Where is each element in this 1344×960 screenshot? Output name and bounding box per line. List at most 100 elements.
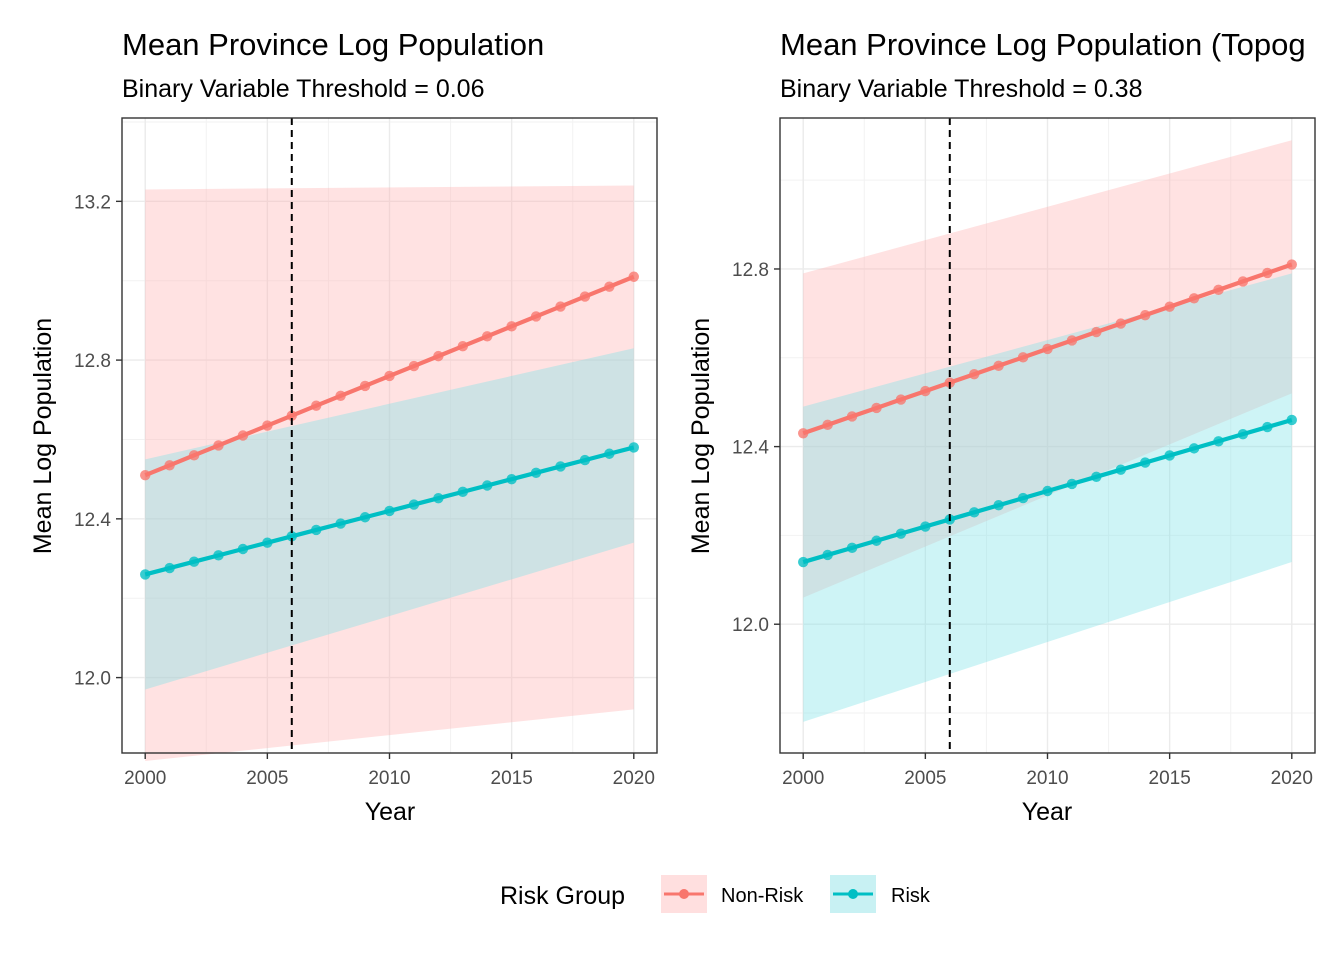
left-point-risk (555, 461, 566, 472)
legend-point-risk (848, 889, 858, 899)
left-point-non-risk (384, 370, 395, 382)
left-point-non-risk (140, 469, 151, 481)
right-point-risk (1213, 436, 1224, 447)
right-point-non-risk (1042, 343, 1053, 355)
right-band-non-risk (803, 140, 1292, 598)
left-point-risk (408, 499, 420, 510)
left-point-non-risk (604, 281, 615, 292)
right-panel: Mean Province Log Population (Topog Bina… (687, 27, 1316, 826)
legend-label-risk: Risk (891, 885, 931, 907)
left-point-risk (311, 524, 322, 536)
right-series-points (798, 259, 1297, 568)
left-point-non-risk (628, 271, 639, 282)
legend-item-non-risk: Non-Risk (661, 875, 804, 913)
right-point-risk (1115, 464, 1126, 475)
left-point-non-risk (335, 390, 346, 402)
left-point-risk (188, 556, 200, 567)
right-point-non-risk (871, 402, 882, 414)
right-point-risk (1164, 450, 1175, 461)
right-x-tick-label: 2000 (782, 768, 824, 789)
left-y-tick-label: 12.4 (74, 510, 111, 531)
left-point-non-risk (213, 440, 224, 451)
right-point-non-risk (993, 360, 1004, 371)
right-point-non-risk (1213, 284, 1224, 296)
left-point-non-risk (506, 321, 517, 332)
right-point-non-risk (920, 385, 931, 397)
left-y-tick-label: 13.2 (74, 192, 111, 213)
right-x-axis-title: Year (1022, 798, 1073, 826)
left-point-non-risk (555, 301, 566, 312)
right-point-non-risk (846, 411, 858, 422)
right-point-risk (798, 556, 809, 568)
right-point-non-risk (1237, 276, 1249, 287)
left-point-non-risk (188, 450, 200, 461)
left-point-risk (140, 569, 151, 580)
legend: Risk Group Non-Risk Risk (500, 875, 931, 913)
left-point-risk (433, 493, 444, 504)
legend-point-non-risk (679, 889, 689, 899)
left-x-tick-label: 2005 (246, 768, 288, 789)
right-point-risk (871, 535, 882, 546)
right-point-risk (1188, 443, 1200, 454)
legend-label-non-risk: Non-Risk (721, 885, 804, 907)
right-point-non-risk (1017, 352, 1029, 363)
right-point-risk (920, 521, 931, 532)
right-y-axis-title: Mean Log Population (687, 318, 715, 554)
right-point-risk (1017, 492, 1029, 504)
right-x-tick-label: 2005 (904, 768, 946, 789)
left-point-risk (530, 467, 542, 479)
left-confidence-bands (145, 185, 634, 761)
left-panel-title: Mean Province Log Population (122, 27, 544, 62)
right-point-risk (822, 549, 833, 561)
left-x-axis-title: Year (365, 798, 416, 826)
right-point-risk (1091, 471, 1102, 482)
left-x-tick-label: 2015 (491, 768, 533, 789)
right-point-risk (969, 507, 980, 518)
left-y-tick-label: 12.8 (74, 351, 111, 372)
right-point-non-risk (1164, 301, 1175, 312)
left-x-tick-label: 2000 (124, 768, 166, 789)
left-point-risk (384, 505, 395, 517)
right-point-risk (846, 542, 858, 554)
right-y-tick-label: 12.8 (732, 260, 769, 281)
right-point-non-risk (1188, 293, 1200, 304)
left-point-risk (457, 486, 468, 498)
left-x-tick-label: 2010 (368, 768, 410, 789)
right-y-tick-label: 12.4 (732, 438, 769, 459)
right-point-non-risk (1262, 267, 1273, 279)
right-point-risk (1262, 421, 1273, 433)
right-point-risk (1042, 485, 1053, 497)
left-y-axis-title: Mean Log Population (29, 318, 57, 554)
left-band-risk (145, 348, 634, 690)
left-point-risk (482, 480, 493, 491)
right-point-risk (1237, 428, 1249, 440)
left-point-non-risk (433, 350, 444, 362)
left-point-risk (262, 537, 273, 548)
right-major-grid (780, 118, 1315, 753)
right-x-tick-label: 2020 (1271, 768, 1313, 789)
left-y-tick-label: 12.0 (74, 669, 111, 690)
left-point-risk (237, 543, 249, 555)
left-point-risk (359, 512, 371, 523)
left-point-risk (286, 531, 297, 542)
right-point-non-risk (1066, 335, 1078, 346)
left-point-risk (213, 550, 224, 561)
left-point-non-risk (262, 420, 273, 431)
left-panel-subtitle: Binary Variable Threshold = 0.06 (122, 75, 485, 103)
right-point-non-risk (1140, 309, 1151, 321)
left-point-risk (164, 562, 175, 574)
left-point-non-risk (164, 460, 175, 471)
right-x-tick-label: 2010 (1026, 768, 1068, 789)
left-point-risk (335, 518, 346, 529)
left-y-axis: 12.0 12.4 12.8 13.2 (74, 192, 122, 690)
right-confidence-bands (803, 140, 1292, 722)
right-point-non-risk (798, 428, 809, 439)
left-point-non-risk (359, 380, 371, 392)
right-panel-title: Mean Province Log Population (Topog (780, 27, 1306, 62)
left-x-axis: 2000 2005 2010 2015 2020 (124, 753, 655, 789)
right-point-non-risk (895, 394, 907, 405)
right-point-non-risk (1286, 259, 1297, 270)
left-major-grid (122, 118, 657, 753)
left-point-non-risk (482, 331, 493, 342)
